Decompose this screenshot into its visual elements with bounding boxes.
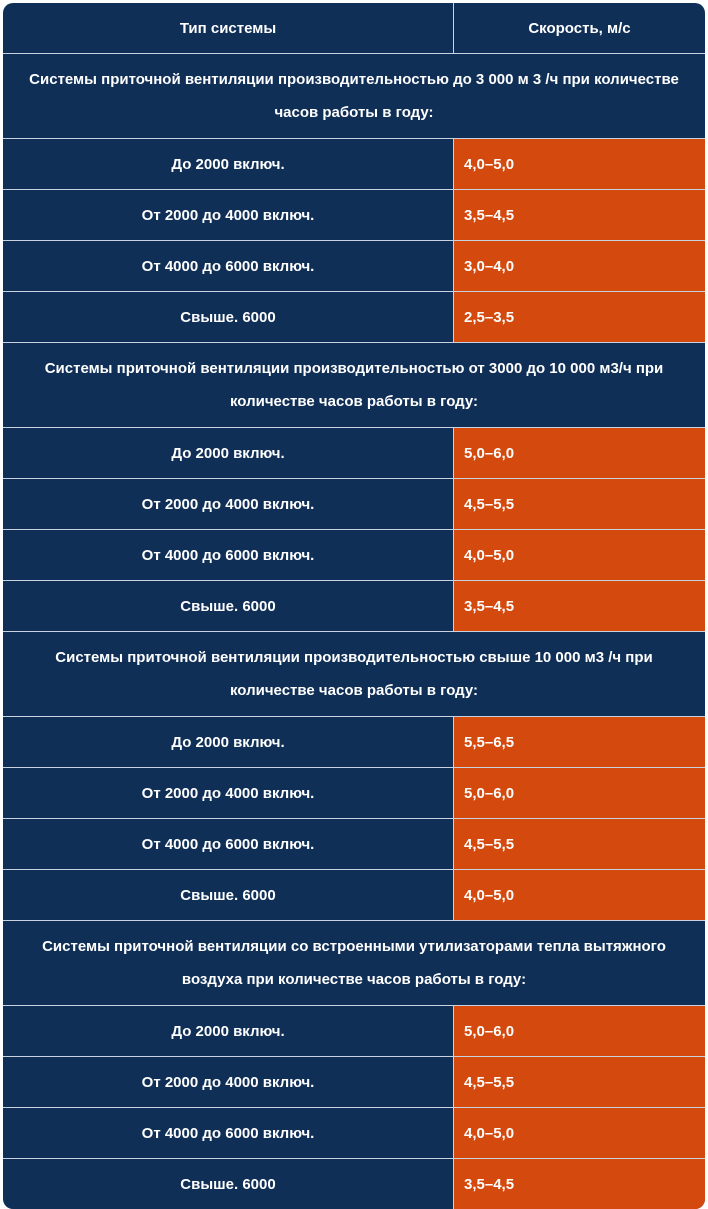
table-row: От 4000 до 6000 включ. 4,0–5,0	[3, 529, 705, 580]
row-label: От 2000 до 4000 включ.	[3, 190, 454, 240]
header-speed: Скорость, м/с	[528, 19, 631, 37]
row-label: От 4000 до 6000 включ.	[3, 1108, 454, 1158]
table-row: От 2000 до 4000 включ. 5,0–6,0	[3, 767, 705, 818]
table-row: От 2000 до 4000 включ. 4,5–5,5	[3, 1056, 705, 1107]
row-speed-value: 3,5–4,5	[454, 581, 705, 631]
table-row: До 2000 включ. 5,0–6,0	[3, 427, 705, 478]
row-speed-value: 4,0–5,0	[454, 1108, 705, 1158]
section-title: Системы приточной вентиляции производите…	[55, 649, 653, 699]
section-header-row: Системы приточной вентиляции производите…	[3, 631, 705, 716]
row-label: Свыше. 6000	[3, 1159, 454, 1209]
section-title: Системы приточной вентиляции со встроенн…	[42, 938, 666, 988]
row-label: От 4000 до 6000 включ.	[3, 241, 454, 291]
section-header-row: Системы приточной вентиляции производите…	[3, 53, 705, 138]
row-label: Свыше. 6000	[3, 581, 454, 631]
row-speed-value: 3,0–4,0	[454, 241, 705, 291]
row-speed-value: 5,0–6,0	[454, 428, 705, 478]
table-row: От 2000 до 4000 включ. 4,5–5,5	[3, 478, 705, 529]
section-header-row: Системы приточной вентиляции со встроенн…	[3, 920, 705, 1005]
header-system-type: Тип системы	[3, 3, 454, 53]
row-speed-value: 4,5–5,5	[454, 479, 705, 529]
row-label: От 4000 до 6000 включ.	[3, 819, 454, 869]
section-title: Системы приточной вентиляции производите…	[29, 71, 679, 121]
row-label: До 2000 включ.	[3, 717, 454, 767]
row-speed-value: 4,5–5,5	[454, 1057, 705, 1107]
table-row: От 2000 до 4000 включ. 3,5–4,5	[3, 189, 705, 240]
table-body: Системы приточной вентиляции производите…	[3, 53, 705, 1209]
row-speed-value: 4,0–5,0	[454, 139, 705, 189]
row-speed-value: 3,5–4,5	[454, 190, 705, 240]
row-speed-value: 5,0–6,0	[454, 768, 705, 818]
row-speed-value: 3,5–4,5	[454, 1159, 705, 1209]
table-row: До 2000 включ. 5,5–6,5	[3, 716, 705, 767]
table-row: Свыше. 6000 3,5–4,5	[3, 580, 705, 631]
table-row: От 4000 до 6000 включ. 3,0–4,0	[3, 240, 705, 291]
row-speed-value: 2,5–3,5	[454, 292, 705, 342]
table-row: Свыше. 6000 2,5–3,5	[3, 291, 705, 342]
row-label: До 2000 включ.	[3, 1006, 454, 1056]
row-label: От 2000 до 4000 включ.	[3, 479, 454, 529]
row-label: До 2000 включ.	[3, 428, 454, 478]
section-title: Системы приточной вентиляции производите…	[44, 360, 664, 410]
table-row: Свыше. 6000 4,0–5,0	[3, 869, 705, 920]
row-speed-value: 4,0–5,0	[454, 530, 705, 580]
row-label: Свыше. 6000	[3, 292, 454, 342]
speed-table: Тип системы Скорость, м/с Системы приточ…	[3, 3, 705, 1209]
table-row: От 4000 до 6000 включ. 4,5–5,5	[3, 818, 705, 869]
table-row: Свыше. 6000 3,5–4,5	[3, 1158, 705, 1209]
table-row: От 4000 до 6000 включ. 4,0–5,0	[3, 1107, 705, 1158]
row-speed-value: 5,0–6,0	[454, 1006, 705, 1056]
table-row: До 2000 включ. 5,0–6,0	[3, 1005, 705, 1056]
table-row: До 2000 включ. 4,0–5,0	[3, 138, 705, 189]
row-label: От 2000 до 4000 включ.	[3, 1057, 454, 1107]
row-speed-value: 4,0–5,0	[454, 870, 705, 920]
row-label: От 4000 до 6000 включ.	[3, 530, 454, 580]
row-label: Свыше. 6000	[3, 870, 454, 920]
row-speed-value: 5,5–6,5	[454, 717, 705, 767]
row-label: От 2000 до 4000 включ.	[3, 768, 454, 818]
row-label: До 2000 включ.	[3, 139, 454, 189]
row-speed-value: 4,5–5,5	[454, 819, 705, 869]
section-header-row: Системы приточной вентиляции производите…	[3, 342, 705, 427]
table-header-row: Тип системы Скорость, м/с	[3, 3, 705, 53]
